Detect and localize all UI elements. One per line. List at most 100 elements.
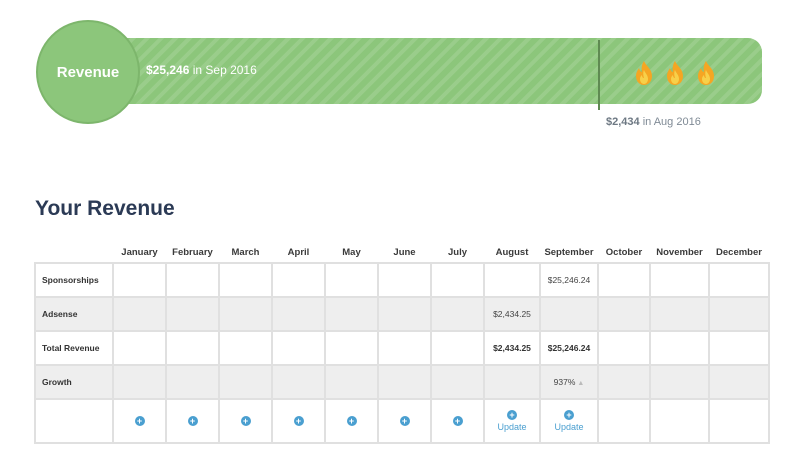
cell-value: $25,246.24 <box>547 275 591 285</box>
table-body: Sponsorships $25,246.24 Adsense $2,434.25 To… <box>34 262 770 444</box>
action-row-label <box>34 398 114 444</box>
table-cell <box>708 398 770 444</box>
table-cell <box>271 296 326 332</box>
table-cell <box>708 330 770 366</box>
table-cell: $25,246.24 <box>539 330 599 366</box>
table-cell: + <box>430 398 485 444</box>
fire-icon <box>698 61 714 85</box>
plus-circle-icon: + <box>346 416 357 426</box>
month-header-october: October <box>598 243 650 263</box>
table-row-actions: + + + + + + + + Update + Update <box>34 398 770 444</box>
table-cell: $2,434.25 <box>483 296 541 332</box>
update-button-august[interactable]: + Update <box>497 410 527 432</box>
add-revenue-button-may[interactable]: + <box>346 416 357 426</box>
month-header-march: March <box>219 243 272 263</box>
current-revenue-text: $25,246 in Sep 2016 <box>146 63 257 77</box>
table-cell <box>165 262 220 298</box>
plus-circle-icon: + <box>452 416 463 426</box>
table-cell: + <box>324 398 379 444</box>
cell-value: $25,246.24 <box>547 343 591 353</box>
fire-icon <box>636 61 652 85</box>
table-cell <box>649 364 710 400</box>
plus-circle-icon: + <box>507 410 517 420</box>
update-label: Update <box>497 422 527 432</box>
table-cell <box>597 262 651 298</box>
revenue-badge: Revenue <box>36 20 140 124</box>
table-cell <box>708 364 770 400</box>
table-cell <box>597 398 651 444</box>
table-cell <box>708 262 770 298</box>
growth-up-arrow-icon: ▲ <box>577 380 585 387</box>
add-revenue-button-february[interactable]: + <box>187 416 198 426</box>
table-cell: + <box>271 398 326 444</box>
table-cell: + Update <box>539 398 599 444</box>
table-cell <box>218 262 273 298</box>
row-label: Total Revenue <box>34 330 114 366</box>
previous-revenue-text: $2,434 in Aug 2016 <box>606 116 701 128</box>
table-cell <box>271 330 326 366</box>
table-cell: 937% ▲ <box>539 364 599 400</box>
month-header-july: July <box>431 243 484 263</box>
table-cell <box>377 296 432 332</box>
previous-revenue-amount: $2,434 <box>606 116 640 128</box>
table-cell <box>430 330 485 366</box>
row-label: Growth <box>34 364 114 400</box>
table-cell <box>324 364 379 400</box>
revenue-table-container: January February March April May June July Augu… <box>34 243 770 444</box>
table-cell <box>708 296 770 332</box>
plus-circle-icon: + <box>134 416 145 426</box>
fire-icons <box>632 60 718 86</box>
table-cell <box>271 364 326 400</box>
table-cell: + Update <box>483 398 541 444</box>
table-row-total-revenue: Total Revenue $2,434.25 $25,246.24 <box>34 330 770 366</box>
cell-value: 937% <box>553 377 576 387</box>
table-cell <box>112 330 167 366</box>
table-cell <box>377 364 432 400</box>
table-cell <box>271 262 326 298</box>
add-revenue-button-july[interactable]: + <box>452 416 463 426</box>
month-header-february: February <box>166 243 219 263</box>
revenue-badge-label: Revenue <box>56 63 120 81</box>
table-cell <box>597 330 651 366</box>
plus-circle-icon: + <box>240 416 251 426</box>
plus-circle-icon: + <box>293 416 304 426</box>
table-cell <box>112 296 167 332</box>
month-header-november: November <box>650 243 709 263</box>
add-revenue-button-april[interactable]: + <box>293 416 304 426</box>
table-cell <box>377 330 432 366</box>
revenue-banner: Revenue $25,246 in Sep 2016 $2,434 in Au… <box>0 0 800 140</box>
update-label: Update <box>554 422 584 432</box>
table-cell <box>112 364 167 400</box>
add-revenue-button-march[interactable]: + <box>240 416 251 426</box>
plus-circle-icon: + <box>564 410 574 420</box>
table-cell <box>597 364 651 400</box>
add-revenue-button-june[interactable]: + <box>399 416 410 426</box>
month-header-january: January <box>113 243 166 263</box>
table-cell: + <box>377 398 432 444</box>
table-cell <box>430 364 485 400</box>
month-header-september: September <box>540 243 598 263</box>
month-header-may: May <box>325 243 378 263</box>
table-cell <box>218 330 273 366</box>
fire-icon <box>667 61 683 85</box>
table-cell <box>377 262 432 298</box>
table-cell <box>218 364 273 400</box>
month-header-august: August <box>484 243 540 263</box>
table-row-sponsorships: Sponsorships $25,246.24 <box>34 262 770 298</box>
previous-month-marker <box>598 40 600 110</box>
table-cell <box>649 262 710 298</box>
table-cell: + <box>165 398 220 444</box>
table-cell <box>649 296 710 332</box>
table-cell <box>165 364 220 400</box>
cell-value: $2,434.25 <box>493 309 531 319</box>
add-revenue-button-january[interactable]: + <box>134 416 145 426</box>
current-revenue-period: in Sep 2016 <box>189 63 257 77</box>
current-revenue-amount: $25,246 <box>146 63 190 77</box>
plus-circle-icon: + <box>399 416 410 426</box>
update-button-september[interactable]: + Update <box>554 410 584 432</box>
revenue-table: January February March April May June July Augu… <box>34 243 770 444</box>
table-cell <box>324 262 379 298</box>
table-cell <box>324 330 379 366</box>
table-cell <box>165 296 220 332</box>
table-cell: $2,434.25 <box>483 330 541 366</box>
